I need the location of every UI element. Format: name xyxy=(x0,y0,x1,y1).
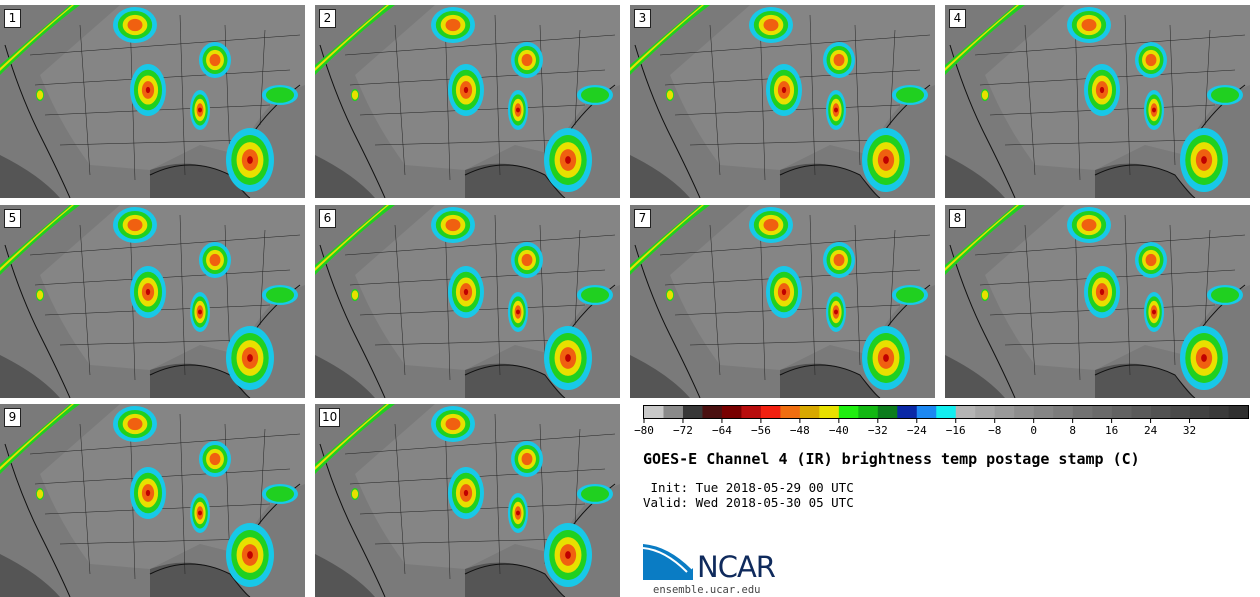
map-panel: 6 xyxy=(315,205,620,398)
map-panel: 4 xyxy=(945,5,1250,198)
panel-number-label: 7 xyxy=(634,209,651,228)
colorbar-segment xyxy=(780,406,801,418)
colorbar-tick-label: 16 xyxy=(1104,424,1119,437)
colorbar-tick-label: −72 xyxy=(673,424,693,437)
map-panel: 1 xyxy=(0,5,305,198)
panel-number-label: 9 xyxy=(4,408,21,427)
colorbar-segment xyxy=(897,406,918,418)
map-panel: 10 xyxy=(315,404,620,597)
map-panel: 5 xyxy=(0,205,305,398)
colorbar-segment xyxy=(1014,406,1034,418)
map-panel: 3 xyxy=(630,5,935,198)
colorbar-segment xyxy=(721,406,742,418)
colorbar-tick-label: −32 xyxy=(867,424,888,437)
colorbar-segment xyxy=(1111,406,1132,418)
colorbar-segment xyxy=(741,406,762,418)
panel-number-label: 3 xyxy=(634,9,651,28)
satellite-ir-map xyxy=(315,205,620,398)
colorbar-tick-label: −40 xyxy=(828,424,849,437)
colorbar-segment xyxy=(760,406,781,418)
map-panel: 8 xyxy=(945,205,1250,398)
colorbar-segment xyxy=(916,406,937,418)
colorbar-tick-label: −48 xyxy=(789,424,810,437)
panel-number-label: 8 xyxy=(949,209,966,228)
colorbar-tick-label: −80 xyxy=(634,424,654,437)
colorbar-tick-label: −16 xyxy=(945,424,966,437)
panel-number-label: 6 xyxy=(319,209,336,228)
colorbar-tick-label: 0 xyxy=(1030,424,1037,437)
colorbar-segment xyxy=(1189,406,1210,418)
colorbar-segment xyxy=(682,406,703,418)
panel-number-label: 1 xyxy=(4,9,21,28)
satellite-ir-map xyxy=(0,205,305,398)
satellite-ir-map xyxy=(630,205,935,398)
colorbar-segment xyxy=(1170,406,1190,418)
satellite-ir-map xyxy=(945,5,1250,198)
colorbar-segment xyxy=(1228,406,1249,418)
colorbar-segment xyxy=(799,406,820,418)
colorbar-segment xyxy=(877,406,898,418)
satellite-ir-map xyxy=(315,404,620,597)
panel-number-label: 10 xyxy=(319,408,341,427)
colorbar-segment xyxy=(1209,406,1229,418)
map-panel: 9 xyxy=(0,404,305,597)
colorbar-segment xyxy=(663,406,684,418)
map-panel: 2 xyxy=(315,5,620,198)
colorbar-tick-label: −24 xyxy=(906,424,927,437)
init-time: Init: Tue 2018-05-29 00 UTC xyxy=(643,480,854,495)
colorbar-tick-label: 32 xyxy=(1182,424,1197,437)
colorbar-tick-label: 8 xyxy=(1069,424,1076,437)
valid-time: Valid: Wed 2018-05-30 05 UTC xyxy=(643,495,854,510)
colorbar-tick-label: −8 xyxy=(988,424,1002,437)
panel-number-label: 2 xyxy=(319,9,336,28)
panel-number-label: 4 xyxy=(949,9,966,28)
colorbar-segment xyxy=(819,406,840,418)
colorbar-segment xyxy=(1033,406,1054,418)
map-panel: 7 xyxy=(630,205,935,398)
panel-number-label: 5 xyxy=(4,209,21,228)
colorbar-segment xyxy=(1131,406,1151,418)
colorbar-segment xyxy=(702,406,723,418)
colorbar-tick-label: −64 xyxy=(711,424,732,437)
colorbar-tick-label: −56 xyxy=(750,424,771,437)
satellite-ir-map xyxy=(630,5,935,198)
ncar-logo-icon xyxy=(643,540,695,580)
figure-title: GOES-E Channel 4 (IR) brightness temp po… xyxy=(643,450,1140,468)
colorbar-segment xyxy=(1092,406,1112,418)
colorbar-segment xyxy=(1072,406,1093,418)
colorbar xyxy=(643,405,1249,423)
colorbar-segment xyxy=(955,406,976,418)
website-url: ensemble.ucar.edu xyxy=(653,584,761,596)
ncar-logo-text: NCAR xyxy=(697,550,776,584)
colorbar-segment xyxy=(858,406,879,418)
colorbar-segment xyxy=(644,406,664,418)
satellite-ir-map xyxy=(315,5,620,198)
satellite-ir-map xyxy=(0,404,305,597)
colorbar-segment xyxy=(994,406,1015,418)
colorbar-segment xyxy=(1053,406,1073,418)
colorbar-tick-label: 24 xyxy=(1143,424,1158,437)
colorbar-segment xyxy=(936,406,957,418)
colorbar-segment xyxy=(1150,406,1171,418)
satellite-ir-map xyxy=(0,5,305,198)
satellite-ir-map xyxy=(945,205,1250,398)
colorbar-segment xyxy=(975,406,996,418)
colorbar-segment xyxy=(838,406,859,418)
